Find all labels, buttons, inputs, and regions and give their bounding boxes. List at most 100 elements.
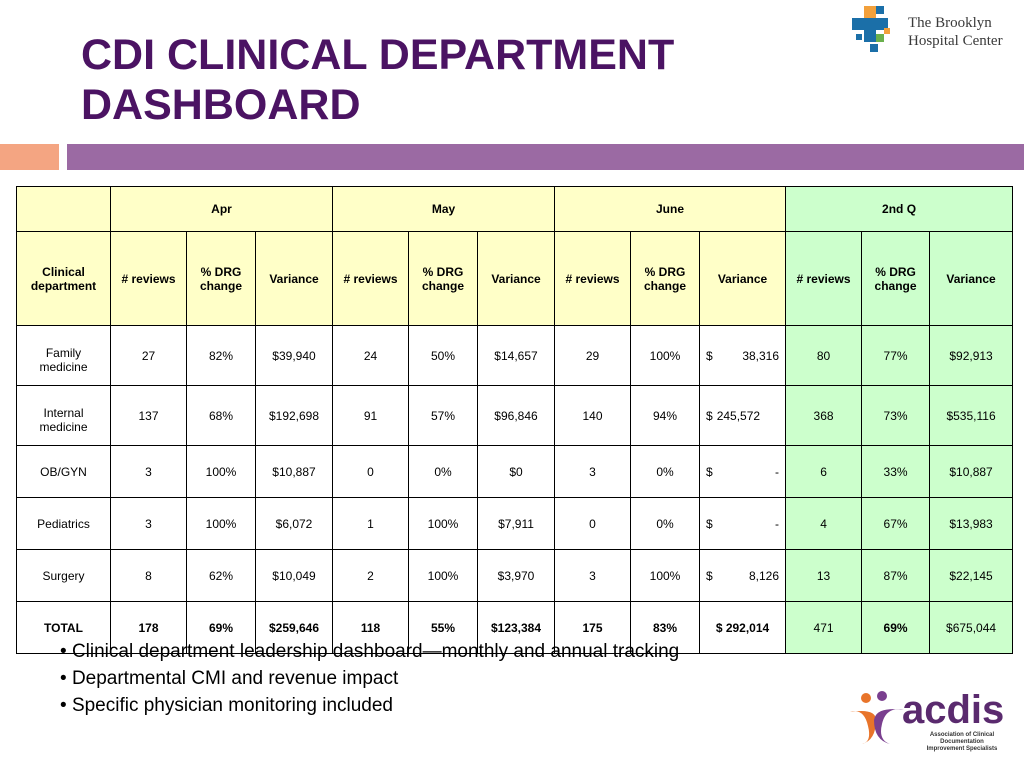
table-cell: 100% bbox=[186, 497, 256, 550]
table-cell: 100% bbox=[186, 445, 256, 498]
acdis-wordmark: acdis bbox=[902, 688, 1005, 732]
table-cell: 2 bbox=[332, 549, 409, 602]
page-title: CDI CLINICAL DEPARTMENT DASHBOARD bbox=[81, 30, 821, 130]
dashboard-table: Apr May June 2nd Q Clinical department #… bbox=[16, 186, 1014, 654]
column-header: # reviews bbox=[332, 231, 409, 326]
total-cell: 471 bbox=[785, 601, 863, 654]
amount: 38,316 bbox=[742, 348, 780, 363]
table-row: OB/GYN 3 100% $10,887 0 0% $0 3 0% $ - 6 … bbox=[16, 445, 1014, 498]
total-cell: 69% bbox=[861, 601, 931, 654]
acdis-tagline-1: Association of Clinical Documentation bbox=[929, 732, 995, 745]
brooklyn-hospital-logo: The Brooklyn Hospital Center bbox=[850, 4, 1022, 58]
table-cell: 67% bbox=[861, 497, 931, 550]
amount: - bbox=[775, 464, 780, 479]
period-header: May bbox=[332, 186, 555, 232]
table-cell: 3 bbox=[554, 445, 631, 498]
bullet-list: Clinical department leadership dashboard… bbox=[60, 638, 679, 719]
table-cell: $14,657 bbox=[477, 325, 555, 386]
table-cell: 8 bbox=[110, 549, 187, 602]
table-cell: 3 bbox=[110, 497, 187, 550]
table-cell: $ - bbox=[698, 445, 787, 498]
period-header: June bbox=[553, 186, 787, 232]
table-cell: $0 bbox=[477, 445, 555, 498]
table-cell: $535,116 bbox=[929, 385, 1014, 446]
table-row: Internal medicine 137 68% $192,698 91 57… bbox=[16, 385, 1014, 446]
department-cell: Pediatrics bbox=[16, 497, 111, 550]
acdis-tagline-2: Improvement Specialists bbox=[926, 746, 998, 752]
column-header: Variance bbox=[477, 231, 555, 326]
table-cell: 0% bbox=[630, 445, 700, 498]
bullet-item: Specific physician monitoring included bbox=[60, 692, 679, 719]
table-cell: $10,887 bbox=[929, 445, 1014, 498]
acdis-figures-icon bbox=[850, 691, 904, 744]
table-cell: $6,072 bbox=[255, 497, 333, 550]
table-cell: 3 bbox=[110, 445, 187, 498]
table-cell: 57% bbox=[408, 385, 478, 446]
department-cell: Family medicine bbox=[16, 325, 111, 386]
amount: 8,126 bbox=[749, 568, 780, 583]
column-header: Variance bbox=[698, 231, 787, 326]
table-row: Pediatrics 3 100% $6,072 1 100% $7,911 0… bbox=[16, 497, 1014, 550]
table-cell: $38,316 bbox=[698, 325, 787, 386]
currency-symbol: $ bbox=[706, 516, 713, 531]
currency-symbol: $ bbox=[706, 464, 713, 479]
column-header: % DRG change bbox=[630, 231, 700, 326]
table-cell: 13 bbox=[785, 549, 863, 602]
table-cell: $7,911 bbox=[477, 497, 555, 550]
table-cell: 137 bbox=[110, 385, 187, 446]
table-cell: 73% bbox=[861, 385, 931, 446]
table-cell: $13,983 bbox=[929, 497, 1014, 550]
table-cell: 3 bbox=[554, 549, 631, 602]
table-cell: 140 bbox=[554, 385, 631, 446]
header-corner bbox=[16, 186, 111, 232]
currency-symbol: $ bbox=[706, 408, 713, 423]
total-cell: $ 292,014 bbox=[698, 601, 787, 654]
table-cell: 100% bbox=[408, 549, 478, 602]
column-header: # reviews bbox=[554, 231, 631, 326]
period-header: Apr bbox=[110, 186, 333, 232]
table-cell: 82% bbox=[186, 325, 256, 386]
table-row: Family medicine 27 82% $39,940 24 50% $1… bbox=[16, 325, 1014, 386]
column-header: Variance bbox=[929, 231, 1014, 326]
table-cell: $10,049 bbox=[255, 549, 333, 602]
table-cell: 0% bbox=[630, 497, 700, 550]
total-cell: $675,044 bbox=[929, 601, 1014, 654]
table-cell: 4 bbox=[785, 497, 863, 550]
table-cell: $8,126 bbox=[698, 549, 787, 602]
table-cell: 91 bbox=[332, 385, 409, 446]
accent-bar-orange bbox=[0, 144, 59, 170]
table-cell: 24 bbox=[332, 325, 409, 386]
table-cell: 29 bbox=[554, 325, 631, 386]
table-cell: 68% bbox=[186, 385, 256, 446]
table-cell: $ - bbox=[698, 497, 787, 550]
table-cell: 0 bbox=[554, 497, 631, 550]
period-header-row: Apr May June 2nd Q bbox=[16, 186, 1014, 232]
table-cell: $39,940 bbox=[255, 325, 333, 386]
table-cell: 1 bbox=[332, 497, 409, 550]
column-header-row: Clinical department # reviews % DRG chan… bbox=[16, 231, 1014, 326]
table-cell: 100% bbox=[408, 497, 478, 550]
table-cell: $96,846 bbox=[477, 385, 555, 446]
logo-line-1: The Brooklyn bbox=[908, 15, 992, 31]
column-header: % DRG change bbox=[408, 231, 478, 326]
department-cell: OB/GYN bbox=[16, 445, 111, 498]
column-header: % DRG change bbox=[186, 231, 256, 326]
amount: 245,572 bbox=[716, 408, 761, 423]
table-cell: $92,913 bbox=[929, 325, 1014, 386]
period-header: 2nd Q bbox=[785, 186, 1014, 232]
table-cell: 50% bbox=[408, 325, 478, 386]
hospital-cross-icon bbox=[852, 6, 890, 52]
logo-line-2: Hospital Center bbox=[908, 33, 1003, 49]
column-header: # reviews bbox=[785, 231, 863, 326]
table-cell: $245,572 bbox=[698, 385, 787, 446]
acdis-logo: acdis Association of Clinical Documentat… bbox=[846, 688, 1016, 754]
column-header: # reviews bbox=[110, 231, 187, 326]
table-cell: 100% bbox=[630, 325, 700, 386]
column-header: Variance bbox=[255, 231, 333, 326]
bullet-item: Departmental CMI and revenue impact bbox=[60, 665, 679, 692]
table-cell: 100% bbox=[630, 549, 700, 602]
page-title-line-1: CDI CLINICAL DEPARTMENT bbox=[81, 31, 675, 79]
bullet-item: Clinical department leadership dashboard… bbox=[60, 638, 679, 665]
table-cell: $22,145 bbox=[929, 549, 1014, 602]
table-cell: 94% bbox=[630, 385, 700, 446]
